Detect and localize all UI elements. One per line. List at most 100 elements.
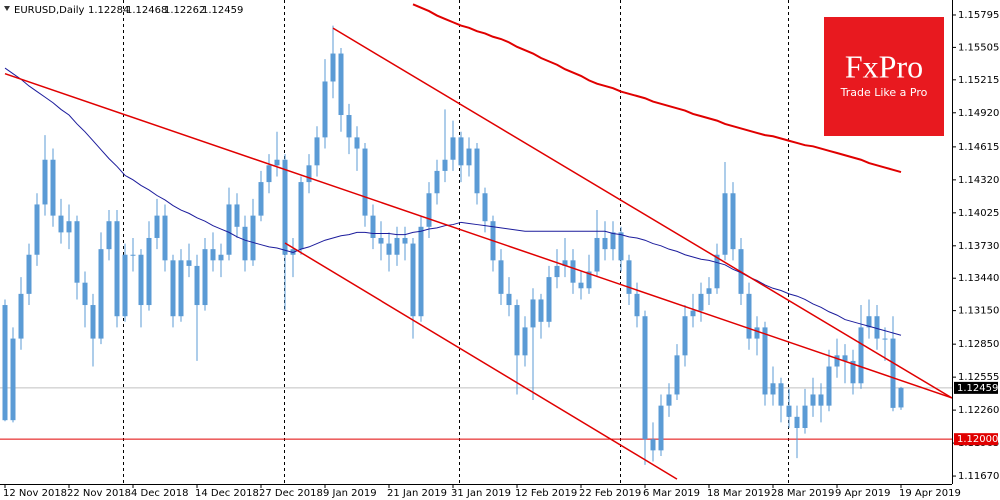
- candle-body: [658, 405, 664, 451]
- candle-body: [698, 293, 704, 311]
- candle-body: [610, 232, 616, 250]
- candle-body: [770, 383, 776, 395]
- candle-body: [730, 193, 736, 250]
- candle-body: [898, 387, 904, 408]
- hline-label: 1.12000: [957, 434, 998, 445]
- candle-body: [626, 260, 632, 294]
- candle-body: [482, 193, 488, 222]
- y-tick-label: 1.15215: [958, 75, 999, 86]
- x-tick-label: 22 Feb 2019: [579, 488, 641, 499]
- candle-body: [634, 293, 640, 317]
- candle-body: [26, 254, 32, 294]
- y-tick-label: 1.13150: [958, 306, 999, 317]
- ohlc-close: 1.12459: [202, 5, 243, 16]
- x-tick-label: 12 Nov 2018: [3, 488, 67, 499]
- candle-body: [842, 355, 848, 361]
- hline-label-box: [954, 433, 998, 446]
- logo-brand: FxPro: [845, 48, 923, 84]
- header: EURUSD,Daily 1.12284 1.12468 1.12262 1.1…: [4, 5, 243, 16]
- x-tick-label: 31 Jan 2019: [451, 488, 511, 499]
- candle-body: [850, 360, 856, 384]
- x-tick-label: 18 Mar 2019: [707, 488, 770, 499]
- candle-body: [266, 165, 272, 183]
- candle-body: [346, 115, 352, 138]
- candle-body: [82, 282, 88, 306]
- y-tick-label: 1.13730: [958, 241, 999, 252]
- candle-body: [138, 254, 144, 306]
- candle-body: [18, 293, 24, 339]
- candle-body: [98, 249, 104, 339]
- candle-body: [602, 237, 608, 250]
- trendline: [4, 72, 952, 399]
- candle-body: [562, 260, 568, 266]
- candle-body: [890, 338, 896, 408]
- candle-body: [410, 243, 416, 317]
- header-icon: [4, 6, 10, 11]
- candle-body: [394, 237, 400, 255]
- candle-body: [314, 137, 320, 166]
- x-tick-label: 27 Dec 2018: [259, 488, 323, 499]
- candle-body: [162, 215, 168, 261]
- candle-body: [570, 260, 576, 283]
- x-tick-label: 19 Apr 2019: [899, 488, 961, 499]
- candle-body: [866, 316, 872, 328]
- candle-body: [578, 282, 584, 289]
- logo: FxPro Trade Like a Pro: [824, 17, 944, 136]
- candle-body: [90, 305, 96, 339]
- logo-box: [824, 17, 944, 136]
- candle-body: [106, 221, 112, 250]
- y-tick-label: 1.12850: [958, 339, 999, 350]
- candle-body: [122, 254, 128, 317]
- candle-body: [114, 221, 120, 317]
- candle-body: [426, 193, 432, 227]
- candle-body: [802, 405, 808, 428]
- candle-body: [362, 148, 368, 216]
- candle-body: [746, 293, 752, 339]
- x-tick-label: 4 Dec 2018: [131, 488, 189, 499]
- candle-body: [258, 182, 264, 216]
- candle-body: [522, 327, 528, 356]
- candle-body: [794, 416, 800, 428]
- y-tick-label: 1.14615: [958, 142, 999, 153]
- candle-body: [66, 221, 72, 233]
- candle-body: [370, 215, 376, 238]
- candle-body: [650, 439, 656, 451]
- candle-body: [242, 226, 248, 261]
- candle-body: [466, 148, 472, 166]
- y-tick-label: 1.11670: [958, 471, 999, 482]
- candle-body: [498, 260, 504, 294]
- candle-body: [290, 249, 296, 255]
- candle-body: [418, 226, 424, 317]
- candle-body: [50, 159, 56, 216]
- candle-body: [170, 260, 176, 317]
- candle-body: [586, 271, 592, 289]
- candle-body: [514, 305, 520, 356]
- candle-body: [226, 204, 232, 255]
- candle-body: [762, 327, 768, 395]
- candle-body: [2, 305, 8, 421]
- candle-body: [130, 254, 136, 256]
- candle-body: [546, 277, 552, 322]
- candle-body: [834, 355, 840, 367]
- candle-body: [690, 310, 696, 317]
- candle-body: [714, 254, 720, 289]
- x-tick-label: 9 Apr 2019: [835, 488, 890, 499]
- price-label: 1.12459: [957, 383, 998, 394]
- candle-body: [154, 215, 160, 238]
- candle-body: [250, 215, 256, 261]
- y-tick-label: 1.14320: [958, 175, 999, 186]
- candle-body: [146, 237, 152, 306]
- candle-body: [826, 366, 832, 406]
- candle-body: [858, 327, 864, 384]
- moving-average: [412, 3, 902, 173]
- symbol: EURUSD,Daily: [14, 5, 85, 16]
- candle-body: [682, 316, 688, 356]
- candle-body: [402, 237, 408, 244]
- candle-body: [10, 338, 16, 421]
- trendline: [332, 27, 952, 399]
- candle-body: [810, 394, 816, 406]
- candle-body: [818, 394, 824, 406]
- ohlc-low: 1.12262: [164, 5, 205, 16]
- candle-body: [538, 299, 544, 322]
